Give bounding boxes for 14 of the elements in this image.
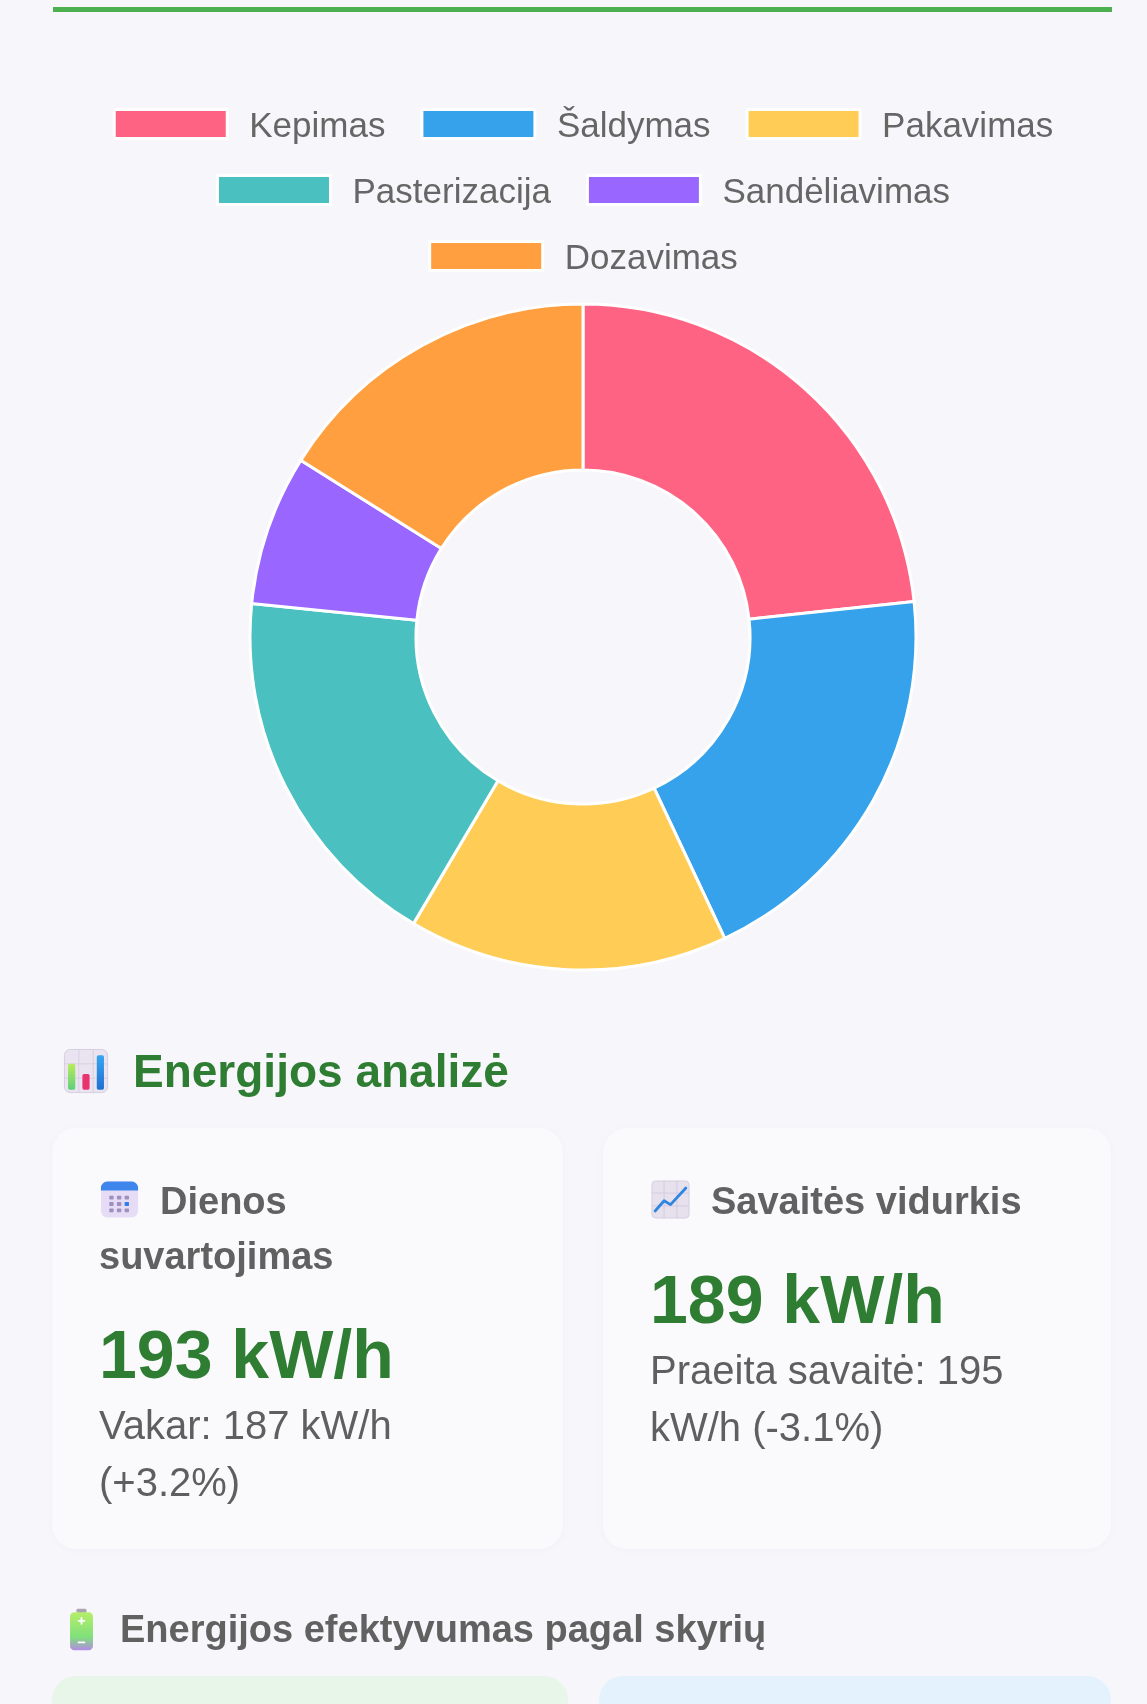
text: 189 kW/h: [650, 1260, 946, 1339]
legend-label: Dozavimas: [564, 236, 738, 276]
text: Praeita savaitė: 195 kW/h (-3.1%): [650, 1347, 1005, 1451]
legend-label: Pasterizacija: [352, 170, 552, 210]
text: Vakar: 187 kW/h (+3.2%): [99, 1402, 393, 1506]
legend-label: Pakavimas: [882, 104, 1054, 144]
legend-label: Kepimas: [249, 104, 386, 144]
text: Energijos analizė: [133, 1044, 509, 1098]
text: Savaitės vidurkis: [710, 1179, 1023, 1224]
text: 193 kW/h: [99, 1315, 395, 1394]
text: Energijos efektyvumas pagal skyrių: [120, 1607, 767, 1651]
legend-label: Sandėliavimas: [722, 170, 951, 210]
text: Dienos suvartojimas: [99, 1179, 335, 1279]
legend-label: Šaldymas: [556, 104, 711, 144]
